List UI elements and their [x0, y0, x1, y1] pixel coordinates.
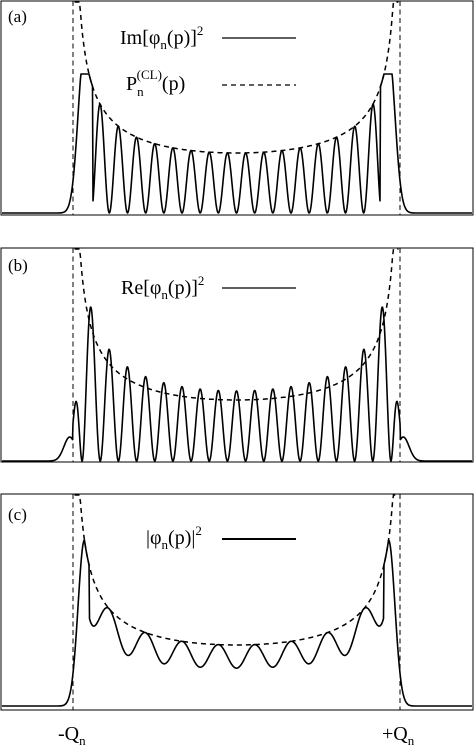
panel-b-frame — [0, 247, 474, 463]
panel-a-legend-entry-1: Im[φn(p)]2 — [120, 23, 296, 52]
panel-c: (c) |φn(p)|2 — [0, 493, 474, 711]
panel-a-label: (a) — [8, 7, 27, 26]
panel-c-classical-curve — [74, 494, 399, 646]
panel-b: (b) Re[φn(p)]2 — [0, 247, 474, 463]
x-tick-label-minus-qn: -Qn — [58, 723, 86, 746]
x-tick-label-plus-qn: +Qn — [382, 723, 415, 746]
panel-a-quantum-curve — [1, 73, 473, 214]
panel-c-label: (c) — [8, 505, 27, 524]
x-axis-labels: -Qn +Qn — [58, 723, 415, 746]
panel-a-legend-entry-2: Pn(CL)(p) — [126, 67, 296, 99]
panel-c-legend-entry-1: |φn(p)|2 — [146, 523, 296, 552]
panel-b-quantum-curve — [1, 306, 473, 462]
panel-b-legend-label-1: Re[φn(p)]2 — [121, 273, 204, 302]
panel-a-classical-curve — [74, 1, 399, 154]
panel-b-classical-curve — [74, 248, 399, 401]
panel-b-legend-entry-1: Re[φn(p)]2 — [121, 273, 296, 302]
panel-b-label: (b) — [8, 256, 28, 275]
panel-a-frame — [0, 0, 474, 216]
panel-a-legend-label-1: Im[φn(p)]2 — [120, 23, 203, 52]
panel-a: (a) Im[φn(p)]2 Pn(CL)(p) — [0, 0, 474, 216]
panel-a-legend-label-2: Pn(CL)(p) — [126, 67, 185, 99]
panel-c-legend-label-1: |φn(p)|2 — [146, 523, 202, 552]
panel-c-frame — [0, 493, 474, 711]
panel-c-quantum-curve — [1, 539, 473, 707]
